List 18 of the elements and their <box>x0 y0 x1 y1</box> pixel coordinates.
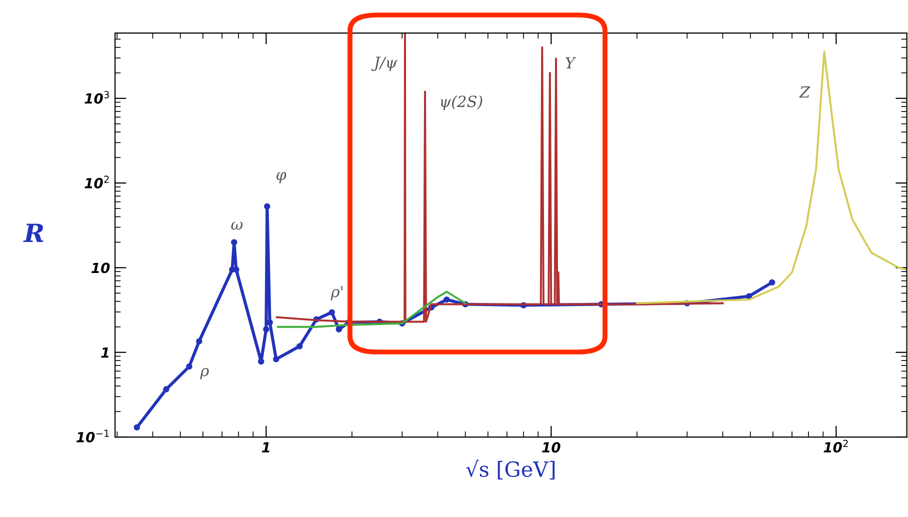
x-tick-label: 10$^{2}$ <box>824 440 848 453</box>
y-tick-label: 10 <box>91 262 110 274</box>
y-tick-label: 10$^{−1}$ <box>76 430 109 442</box>
x-tick-label: 1 <box>262 442 270 452</box>
annotation: Υ <box>566 57 576 68</box>
annotation: ω <box>231 222 243 230</box>
x-axis-title: √s [GeV] <box>466 460 555 480</box>
annotation: ρ <box>200 368 209 380</box>
y-tick-label: 1 <box>101 348 109 358</box>
y-tick-label: 10$^{2}$ <box>84 176 109 188</box>
annotation: Z <box>799 86 810 98</box>
annotation: φ <box>276 172 286 184</box>
annotation: ψ(2S) <box>441 95 482 110</box>
y-axis-title: R <box>23 224 44 242</box>
annotation: ρ' <box>330 286 342 300</box>
y-tick-label: 10$^{3}$ <box>84 90 109 104</box>
annotation: J/ψ <box>371 56 398 72</box>
x-tick-label: 10 <box>542 442 560 453</box>
